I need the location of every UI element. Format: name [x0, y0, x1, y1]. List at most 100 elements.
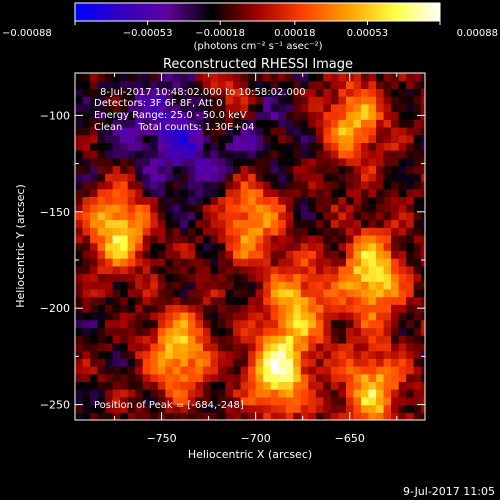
heatmap-cell: [165, 304, 174, 313]
heatmap-cell: [376, 412, 385, 420]
chart-title: Reconstructed RHESSI Image: [163, 57, 353, 72]
heatmap-cell: [180, 211, 189, 221]
heatmap-cell: [90, 242, 99, 251]
heatmap-cell: [90, 250, 99, 259]
heatmap-cell: [270, 327, 279, 336]
heatmap-cell: [270, 127, 279, 136]
heatmap-cell: [142, 142, 151, 151]
heatmap-cell: [135, 142, 144, 151]
heatmap-cell: [218, 342, 227, 352]
heatmap-cell: [157, 396, 166, 406]
heatmap-cell: [323, 381, 332, 390]
heatmap-cell: [82, 381, 91, 390]
heatmap-cell: [361, 250, 370, 259]
heatmap-cell: [225, 204, 234, 213]
heatmap-cell: [248, 234, 257, 244]
heatmap-cell: [127, 73, 136, 82]
heatmap-cell: [150, 389, 159, 398]
heatmap-cell: [135, 412, 144, 420]
heatmap-cell: [233, 265, 242, 275]
heatmap-cell: [368, 273, 377, 282]
heatmap-cell: [376, 142, 385, 151]
heatmap-cell: [338, 358, 347, 367]
heatmap-cell: [376, 111, 385, 120]
heatmap-cell: [172, 204, 181, 213]
heatmap-cell: [383, 211, 392, 221]
heatmap-cell: [263, 96, 272, 105]
heatmap-cell: [105, 350, 114, 359]
heatmap-cell: [203, 211, 212, 221]
heatmap-cell: [413, 319, 422, 329]
heatmap-cell: [413, 312, 422, 321]
heatmap-cell: [112, 142, 121, 151]
plot-area: −750 −700 −650−100−150−200−250: [40, 72, 426, 445]
heatmap-cell: [398, 150, 407, 159]
heatmap-cell: [353, 396, 362, 406]
heatmap-cell: [255, 396, 264, 406]
heatmap-cell: [383, 134, 392, 143]
heatmap-cell: [105, 173, 114, 182]
heatmap-cell: [82, 96, 91, 105]
heatmap-cell: [353, 265, 362, 275]
heatmap-cell: [391, 165, 400, 174]
heatmap-cell: [421, 396, 425, 406]
heatmap-cell: [218, 142, 227, 151]
heatmap-cell: [210, 404, 219, 413]
heatmap-cell: [406, 265, 415, 275]
heatmap-cell: [142, 381, 151, 390]
heatmap-cell: [323, 134, 332, 143]
heatmap-cell: [195, 157, 204, 167]
heatmap-cell: [300, 281, 309, 290]
heatmap-cell: [368, 227, 377, 236]
heatmap-cell: [293, 150, 302, 159]
heatmap-cell: [157, 227, 166, 236]
heatmap-cell: [210, 127, 219, 136]
heatmap-cell: [293, 396, 302, 406]
heatmap-cell: [180, 358, 189, 367]
heatmap-cell: [353, 281, 362, 290]
heatmap-cell: [421, 181, 425, 190]
heatmap-cell: [233, 150, 242, 159]
heatmap-cell: [293, 96, 302, 105]
heatmap-cell: [82, 265, 91, 275]
heatmap-cell: [255, 366, 264, 375]
heatmap-cell: [330, 219, 339, 228]
heatmap-cell: [278, 258, 287, 267]
heatmap-cell: [127, 242, 136, 251]
y-tick-label: −250: [40, 399, 70, 412]
heatmap-cell: [112, 327, 121, 336]
heatmap-cell: [187, 404, 196, 413]
heatmap-cell: [361, 88, 370, 97]
heatmap-cell: [210, 250, 219, 259]
heatmap-cell: [75, 88, 84, 97]
heatmap-cell: [270, 111, 279, 120]
heatmap-cell: [75, 373, 84, 382]
heatmap-cell: [376, 258, 385, 267]
heatmap-cell: [315, 396, 324, 406]
heatmap-cell: [421, 319, 425, 329]
heatmap-cell: [413, 88, 422, 97]
heatmap-cell: [346, 373, 355, 382]
heatmap-cell: [398, 188, 407, 197]
heatmap-cell: [383, 265, 392, 275]
heatmap-cell: [285, 73, 294, 82]
heatmap-cell: [406, 304, 415, 313]
heatmap-cell: [391, 204, 400, 213]
heatmap-cell: [293, 404, 302, 413]
heatmap-cell: [187, 350, 196, 359]
heatmap-cell: [82, 389, 91, 398]
heatmap-cell: [135, 157, 144, 167]
heatmap-cell: [421, 196, 425, 205]
heatmap-cell: [142, 88, 151, 97]
heatmap-cell: [127, 258, 136, 267]
heatmap-cell: [278, 234, 287, 244]
heatmap-cell: [142, 173, 151, 182]
heatmap-cell: [225, 258, 234, 267]
heatmap-cell: [233, 389, 242, 398]
heatmap-cell: [240, 304, 249, 313]
heatmap-cell: [248, 111, 257, 120]
heatmap-cell: [157, 150, 166, 159]
heatmap-cell: [150, 319, 159, 329]
heatmap-cell: [368, 204, 377, 213]
heatmap-cell: [346, 181, 355, 190]
